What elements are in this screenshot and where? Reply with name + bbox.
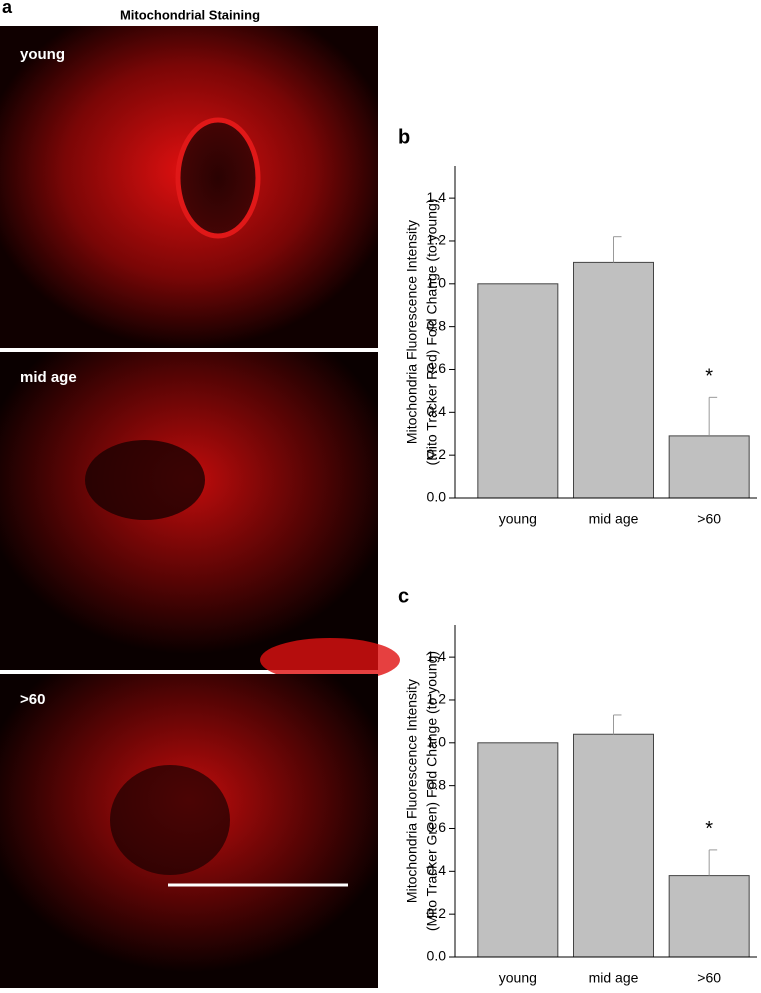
y-tick-label: 0.2 [427,905,447,921]
bar [477,742,559,958]
bar [477,283,559,499]
y-axis-label: Mitochondria Fluorescence Intensity [404,679,420,903]
panel-title: Mitochondrial Staining [120,7,260,22]
y-tick-label: 0.0 [427,489,447,505]
y-axis-label: (Mito Tracker Green) Fold Change (to you… [424,651,440,931]
y-tick-label: 0.6 [427,819,447,835]
panel-label: b [398,126,410,148]
x-tick-label: young [499,970,537,986]
y-tick-label: 1.4 [427,189,447,205]
y-tick-label: 1.2 [427,691,447,707]
x-tick-label: young [499,511,537,527]
bar [668,435,750,499]
y-tick-label: 1.2 [427,232,447,248]
nucleus [175,117,261,239]
y-tick-label: 0.4 [427,862,447,878]
cell [260,638,400,682]
bar [573,733,654,958]
bar [573,261,654,499]
y-tick-label: 0.8 [427,317,447,333]
y-axis-label: Mitochondria Fluorescence Intensity [404,220,420,444]
y-tick-label: 1.0 [427,275,447,291]
y-tick-label: 0.6 [427,360,447,376]
y-tick-label: 0.8 [427,776,447,792]
y-tick-label: 0.2 [427,446,447,462]
image-label: mid age [20,369,77,386]
x-tick-label: mid age [589,511,639,527]
y-tick-label: 0.4 [427,403,447,419]
x-tick-label: >60 [697,970,721,986]
panel-label: c [398,585,409,607]
y-axis-label: (Mito Tracker Red) Fold Change (to young… [424,199,440,466]
annotation: * [705,818,713,840]
x-tick-label: >60 [697,511,721,527]
y-tick-label: 1.0 [427,734,447,750]
bar [668,875,750,958]
y-tick-label: 1.4 [427,648,447,664]
annotation: * [705,366,713,388]
nucleus [110,765,230,875]
x-tick-label: mid age [589,970,639,986]
image-label: young [20,46,65,63]
micrograph [0,352,378,670]
y-tick-label: 0.0 [427,948,447,964]
panel-label: a [2,0,13,17]
image-label: >60 [20,691,45,708]
nucleus [85,440,205,520]
